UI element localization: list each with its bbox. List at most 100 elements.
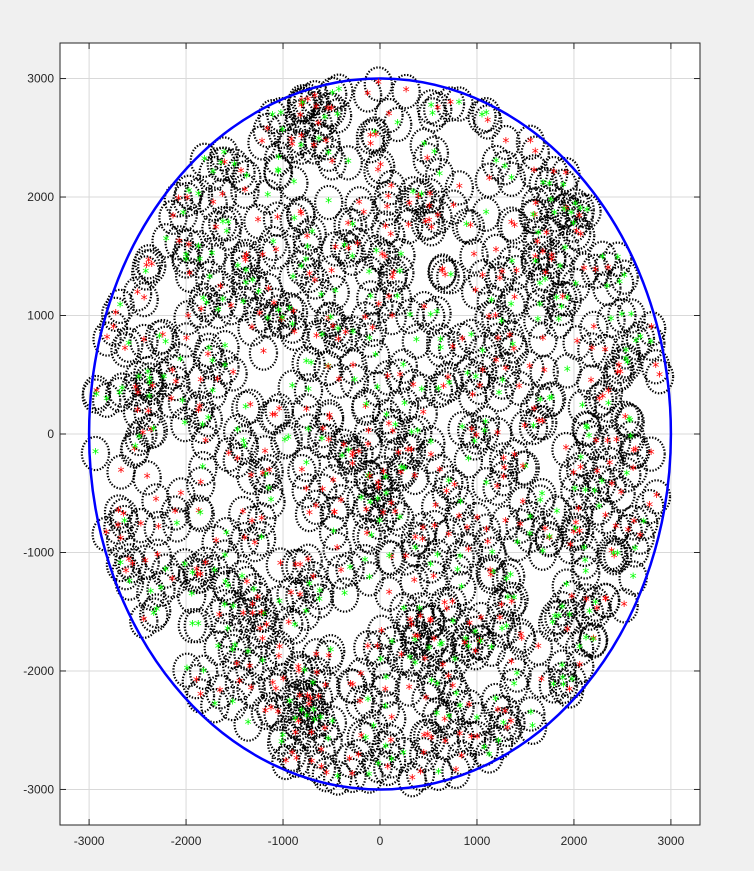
node-ring [104,376,135,413]
edge-node-marker: * [366,333,373,349]
node-center-marker: * [196,401,203,417]
node-ring [292,699,322,735]
node-ring [528,322,558,358]
node-ring [430,703,460,739]
node-ring [483,724,514,761]
node-center-marker: * [498,599,505,615]
node-ring [185,390,215,426]
node-ring [150,553,181,589]
node-center-marker: * [272,684,279,700]
node-center-marker: * [484,115,491,131]
edge-node-marker: * [318,433,325,449]
node-center-marker: * [296,589,303,605]
edge-node-marker: * [481,426,488,442]
node-ring [123,377,153,413]
node-center-marker: * [375,164,382,180]
node-center-marker: * [213,536,220,552]
node-center-marker: * [388,181,395,197]
edge-node-marker: * [292,713,299,729]
edge-node-marker: * [156,331,163,347]
node-ring [236,459,266,495]
node-ring [358,709,389,746]
node-ring [365,148,396,185]
node-center-marker: * [427,616,434,632]
node-ring [408,396,438,432]
node-center-marker: * [306,268,313,284]
node-ring [208,205,238,242]
node-ring [607,298,637,334]
node-center-marker: * [646,500,653,516]
edge-node-marker: * [309,227,316,243]
node-center-marker: * [385,292,392,308]
node-center-marker: * [384,761,391,777]
edge-node-marker: * [327,312,334,328]
node-ring [275,685,305,721]
node-center-marker: * [145,255,152,271]
edge-node-marker: * [215,305,222,321]
node-ring [228,424,259,461]
node-center-marker: * [248,682,255,698]
node-ring [377,625,407,662]
node-center-marker: * [432,500,439,516]
node-ring [385,358,415,394]
node-ring [499,581,529,618]
node-center-marker: * [319,424,326,440]
node-center-marker: * [328,103,335,119]
node-center-marker: * [176,236,183,252]
node-ring [542,495,572,531]
node-ring [323,760,353,796]
node-ring [281,742,312,778]
node-center-marker: * [385,419,392,435]
node-center-marker: * [242,255,249,271]
node-center-marker: * [427,449,434,465]
edge-node-marker: * [146,373,153,389]
node-ring [264,392,294,429]
node-ring [317,145,347,181]
node-ring [518,409,549,446]
edge-node-marker: * [582,485,589,501]
edge-node-marker: * [421,138,428,154]
edge-node-marker: * [383,410,390,426]
node-center-marker: * [613,434,620,450]
node-ring [247,502,277,538]
edge-node-marker: * [335,84,342,100]
node-ring [378,415,408,451]
node-ring [491,124,521,161]
edge-node-marker: * [621,270,628,286]
edge-node-marker: * [281,435,288,451]
node-center-marker: * [340,439,347,455]
node-ring [616,420,646,456]
node-center-marker: * [349,768,356,784]
node-center-marker: * [304,231,311,247]
node-ring [319,496,350,532]
node-ring [509,409,540,446]
node-ring [131,249,162,285]
node-center-marker: * [396,369,403,385]
edge-node-marker: * [463,219,470,235]
edge-node-marker: * [508,299,515,315]
node-ring [521,187,551,223]
node-ring [466,601,496,638]
node-ring [552,613,582,649]
edge-node-marker: * [418,384,425,400]
node-center-marker: * [172,506,179,522]
node-ring [495,319,525,355]
node-center-marker: * [272,410,279,426]
node-ring [425,453,455,490]
edge-node-marker: * [275,152,282,168]
node-center-marker: * [577,462,584,478]
node-center-marker: * [292,559,299,575]
node-ring [602,537,633,573]
node-center-marker: * [325,434,332,450]
node-center-marker: * [434,102,441,118]
node-ring [451,622,481,658]
node-center-marker: * [276,404,283,420]
edge-node-marker: * [318,289,325,305]
edge-node-marker: * [117,558,124,574]
node-ring [595,446,625,483]
y-tick-label: -2000 [23,664,54,678]
node-center-marker: * [496,612,503,628]
node-ring [222,413,253,450]
edge-node-marker: * [234,260,241,276]
node-ring [452,357,483,393]
